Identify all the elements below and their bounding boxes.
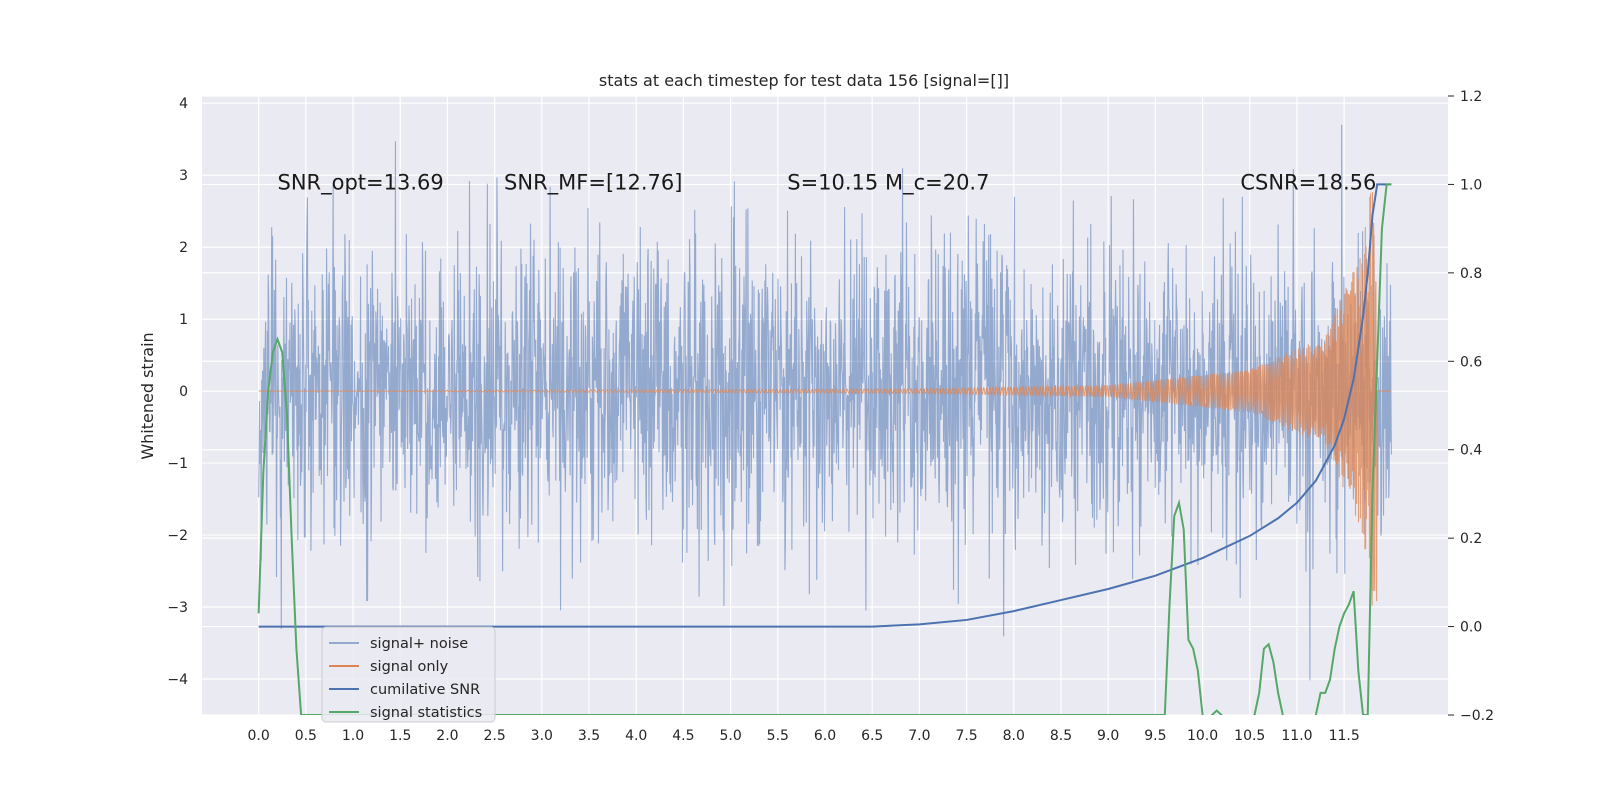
x-tick-label: 8.0 [1003,728,1025,744]
x-tick-label: 3.5 [578,728,600,744]
x-tick-label: 5.5 [767,728,789,744]
series-cumilative-snr-line [258,183,1392,628]
x-tick-label: 6.0 [814,728,836,744]
y2-tick-label: 0.0 [1460,620,1482,636]
x-tick-label: 6.5 [861,728,883,744]
y-tick-label: −1 [167,456,188,472]
y-tick-label: 3 [179,168,188,184]
x-tick-label: 1.5 [389,728,411,744]
y-axis-label: Whitened strain [138,332,157,459]
y2-tick-label: 0.6 [1460,354,1482,370]
y-tick-label: −2 [167,528,188,544]
annotation-s-mc: S=10.15 M_c=20.7 [787,170,989,195]
plot-series [257,124,1392,715]
y2-tick-label: −0.2 [1460,708,1494,724]
y-tick-label: 0 [179,384,188,400]
x-tick-label: 9.0 [1097,728,1119,744]
y-tick-label: −4 [167,672,188,688]
x-tick-label: 11.5 [1329,728,1360,744]
legend-item-cumilative-snr: cumilative SNR [370,682,480,698]
y-tick-label: 4 [179,96,188,112]
y-tick-label: −3 [167,600,188,616]
chart-title: stats at each timestep for test data 156… [599,71,1009,90]
annotation-snr-mf: SNR_MF=[12.76] [504,170,682,195]
x-tick-label: 3.0 [531,728,553,744]
y-tick-label: 1 [179,312,188,328]
y2-tick-label: 0.2 [1460,531,1482,547]
x-tick-label: 7.5 [955,728,977,744]
series-signal-plus-noise-line [258,124,1392,681]
x-tick-label: 7.0 [908,728,930,744]
y2-tick-label: 1.0 [1460,177,1482,193]
x-tick-label: 4.0 [625,728,647,744]
legend-item-signal-statistics: signal statistics [370,705,482,721]
y2-tick-label: 0.4 [1460,443,1482,459]
legend-item-signal-plus-noise: signal+ noise [370,636,468,652]
x-tick-label: 9.5 [1144,728,1166,744]
series-signal-only-line [258,191,1392,606]
y-tick-label: 2 [179,240,188,256]
y2-tick-label: 1.2 [1460,89,1482,105]
x-tick-label: 8.5 [1050,728,1072,744]
series-signal-statistics-line [257,183,1392,715]
legend-box [321,626,496,723]
x-tick-label: 5.0 [719,728,741,744]
y2-tick-label: 0.8 [1460,266,1482,282]
x-tick-label: 0.5 [295,728,317,744]
x-tick-label: 11.0 [1281,728,1312,744]
x-tick-label: 10.0 [1187,728,1218,744]
x-tick-label: 0.0 [248,728,270,744]
legend: signal+ noise signal only cumilative SNR si… [321,626,496,723]
legend-item-signal-only: signal only [370,659,449,675]
annotation-snr-opt: SNR_opt=13.69 [278,170,444,195]
x-tick-label: 10.5 [1234,728,1265,744]
x-tick-label: 2.5 [483,728,505,744]
annotation-csnr: CSNR=18.56 [1240,170,1376,194]
x-tick-label: 1.0 [342,728,364,744]
x-tick-label: 4.5 [672,728,694,744]
x-tick-label: 2.0 [436,728,458,744]
